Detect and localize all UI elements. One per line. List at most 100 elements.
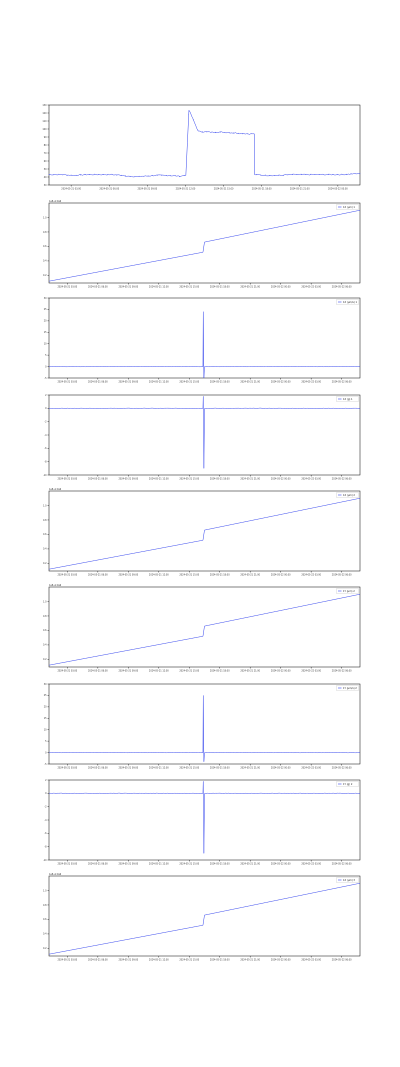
y-tick-label: 10 — [44, 343, 47, 346]
series-line — [48, 593, 361, 666]
y-tick-label: 15 — [44, 331, 47, 334]
y-tick-label: 20 — [44, 706, 47, 709]
y-tick-label: 70 — [44, 152, 47, 155]
axis-offset-label: 1e8+2.9e6 — [49, 584, 62, 587]
legend-label: 1Y (g) 2 — [343, 783, 353, 786]
plot-frame — [48, 875, 361, 957]
y-tick-label: -10 — [43, 859, 47, 862]
y-tick-label: -10 — [43, 474, 47, 477]
y-tick-label: -2 — [44, 420, 47, 423]
x-tick-label: 2024-05-21 06:00 — [88, 381, 108, 384]
chart-svg-7: -5 0 5 10 15 20 25 30 2024-05-21 03:00 2024-05-21… — [44, 683, 361, 770]
legend-label: 1Y (μm) 2 — [343, 590, 355, 593]
x-tick-label: 2024-05-21 09:00 — [118, 959, 138, 962]
x-tick-label: 2024-05-21 06:00 — [88, 286, 108, 289]
data-point — [264, 174, 266, 176]
data-point — [274, 175, 275, 176]
series-line — [48, 396, 361, 469]
data-point — [350, 173, 352, 175]
legend-label: 1Y (μm/s) 2 — [343, 687, 357, 690]
legend-label: 1X (μm) 1 — [343, 206, 355, 209]
x-tick-label: 2024-05-21 03:00 — [57, 767, 77, 770]
x-tick-label: 2024-05-21 09:00 — [137, 188, 157, 191]
data-point — [156, 175, 158, 176]
x-tick-label: 2024-05-22 00:00 — [271, 478, 291, 481]
y-tick-label: 40 — [44, 176, 47, 179]
data-point — [242, 133, 244, 134]
chart-panel-6: 0.2 0.4 0.6 0.8 1.0 2024-05-21 03:00 2024-05-2… — [0, 583, 400, 677]
x-tick-label: 2024-05-21 06:00 — [88, 670, 108, 673]
data-point — [111, 174, 113, 176]
data-point — [328, 174, 329, 175]
chart-panel-5: 0.2 0.4 0.6 0.8 1.0 2024-05-21 03:00 2024-05-2… — [0, 487, 400, 581]
x-tick-label: 2024-05-22 06:00 — [332, 381, 352, 384]
y-tick-label: 0 — [45, 751, 47, 754]
chart-svg-9: 0.2 0.4 0.6 0.8 1.0 2024-05-21 03:00 2024-05-2… — [43, 873, 361, 962]
y-tick-label: 1.0 — [43, 504, 47, 507]
y-tick-label: 25 — [44, 308, 47, 311]
y-tick-label: -4 — [44, 434, 47, 437]
data-point — [278, 175, 280, 176]
x-tick-label: 2024-05-22 06:00 — [332, 863, 352, 866]
y-tick-label: -5 — [44, 377, 47, 380]
legend-box — [336, 396, 359, 402]
data-point — [287, 174, 289, 176]
x-tick-label: 2024-05-22 03:00 — [301, 959, 321, 962]
y-tick-label: 0.2 — [43, 947, 47, 950]
y-tick-label: 0.6 — [43, 533, 47, 536]
x-tick-label: 2024-05-22 00:00 — [271, 381, 291, 384]
data-point — [84, 174, 86, 176]
y-tick-label: 10 — [44, 729, 47, 732]
legend-box — [336, 204, 359, 210]
x-tick-label: 2024-05-22 00:00 — [271, 767, 291, 770]
plot-frame — [48, 297, 361, 379]
x-tick-label: 2024-05-21 09:00 — [118, 767, 138, 770]
x-tick-label: 2024-05-21 12:00 — [149, 574, 169, 577]
x-tick-label: 2024-05-21 03:00 — [57, 478, 77, 481]
series-line — [48, 209, 361, 282]
data-point — [283, 174, 284, 176]
x-tick-label: 2024-05-22 06:00 — [332, 959, 352, 962]
y-tick-label: 0 — [45, 365, 47, 368]
legend-box — [336, 781, 359, 787]
legend-box — [336, 588, 359, 594]
legend-label: 1X (g) 1 — [343, 398, 353, 401]
data-point — [215, 131, 217, 133]
x-tick-label: 2024-05-22 06:00 — [332, 767, 352, 770]
chart-panel-8: -10 -8 -6 -4 -2 0 2 2024-05-21 03:00 2024-05-21 … — [0, 776, 400, 870]
y-tick-label: 0.4 — [43, 933, 47, 936]
y-tick-label: 0.6 — [43, 629, 47, 632]
series-line — [48, 781, 361, 854]
x-tick-label: 2024-05-22 03:00 — [301, 767, 321, 770]
data-point — [89, 174, 90, 175]
x-tick-label: 2024-05-22 06:00 — [332, 478, 352, 481]
x-tick-label: 2024-05-21 03:00 — [57, 574, 77, 577]
x-tick-label: 2024-05-21 15:00 — [179, 767, 199, 770]
y-tick-label: 25 — [44, 694, 47, 697]
x-tick-label: 2024-05-22 06:00 — [332, 286, 352, 289]
y-tick-label: 2 — [45, 779, 47, 782]
data-point — [355, 173, 356, 175]
y-tick-label: 50 — [44, 168, 47, 171]
chart-panel-2: 0.2 0.4 0.6 0.8 1.0 2024-05-21 03:00 2024-05-2… — [0, 199, 400, 293]
y-tick-label: 5 — [45, 740, 47, 743]
y-tick-label: -6 — [44, 447, 47, 450]
x-tick-label: 2024-05-21 18:00 — [210, 863, 230, 866]
x-tick-label: 2024-05-22 00:00 — [271, 670, 291, 673]
axis-offset-label: 1e8+2.9e6 — [49, 873, 62, 876]
x-tick-label: 2024-05-21 21:00 — [290, 188, 310, 191]
data-point — [296, 174, 298, 175]
legend-box — [336, 299, 359, 305]
data-point — [53, 174, 54, 175]
x-tick-label: 2024-05-21 03:00 — [61, 188, 81, 191]
x-tick-label: 2024-05-21 21:00 — [240, 959, 260, 962]
chart-panel-4: -10 -8 -6 -4 -2 0 2 2024-05-21 03:00 2024-05-21 … — [0, 391, 400, 485]
data-point — [107, 174, 108, 175]
x-tick-label: 2024-05-21 18:00 — [210, 286, 230, 289]
legend-box — [336, 492, 359, 498]
x-tick-label: 2024-05-22 03:00 — [301, 670, 321, 673]
chart-panel-1: 30 40 50 60 70 80 90 100 110 120 130 2024-05-21 03:… — [0, 101, 400, 195]
legend-box — [336, 877, 359, 883]
x-tick-label: 2024-05-22 03:00 — [301, 478, 321, 481]
y-tick-label: 1.0 — [43, 216, 47, 219]
